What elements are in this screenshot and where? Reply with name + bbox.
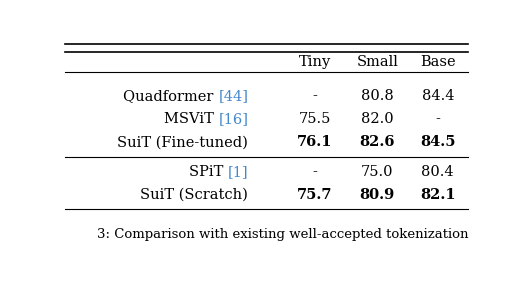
Text: Base: Base	[420, 55, 456, 69]
Text: 76.1: 76.1	[297, 135, 333, 149]
Text: 75.7: 75.7	[297, 188, 333, 202]
Text: SuiT (Scratch): SuiT (Scratch)	[140, 188, 249, 202]
Text: [16]: [16]	[218, 112, 249, 126]
Text: 82.0: 82.0	[361, 112, 394, 126]
Text: -: -	[313, 89, 317, 103]
Text: MSViT [16]: MSViT [16]	[164, 112, 249, 126]
Text: [44]: [44]	[218, 89, 249, 103]
Text: 82.1: 82.1	[420, 188, 456, 202]
Text: 82.6: 82.6	[359, 135, 395, 149]
Text: 80.9: 80.9	[360, 188, 395, 202]
Text: 80.8: 80.8	[361, 89, 394, 103]
Text: Tiny: Tiny	[298, 55, 331, 69]
Text: SPiT [1]: SPiT [1]	[189, 165, 249, 179]
Text: SPiT: SPiT	[189, 165, 228, 179]
Text: Quadformer [44]: Quadformer [44]	[123, 89, 249, 103]
Text: [1]: [1]	[228, 165, 249, 179]
Text: SuiT (Fine-tuned): SuiT (Fine-tuned)	[118, 135, 249, 149]
Text: MSViT: MSViT	[164, 112, 218, 126]
Text: 80.4: 80.4	[422, 165, 454, 179]
Text: SuiT (Scratch): SuiT (Scratch)	[140, 188, 249, 202]
Text: SuiT (Fine-tuned): SuiT (Fine-tuned)	[118, 135, 249, 149]
Text: -: -	[435, 112, 440, 126]
Text: 3: Comparison with existing well-accepted tokenization: 3: Comparison with existing well-accepte…	[97, 228, 469, 241]
Text: Small: Small	[356, 55, 398, 69]
Text: 84.5: 84.5	[420, 135, 456, 149]
Text: -: -	[313, 165, 317, 179]
Text: 75.0: 75.0	[361, 165, 394, 179]
Text: 84.4: 84.4	[422, 89, 454, 103]
Text: Quadformer: Quadformer	[123, 89, 218, 103]
Text: 75.5: 75.5	[298, 112, 331, 126]
